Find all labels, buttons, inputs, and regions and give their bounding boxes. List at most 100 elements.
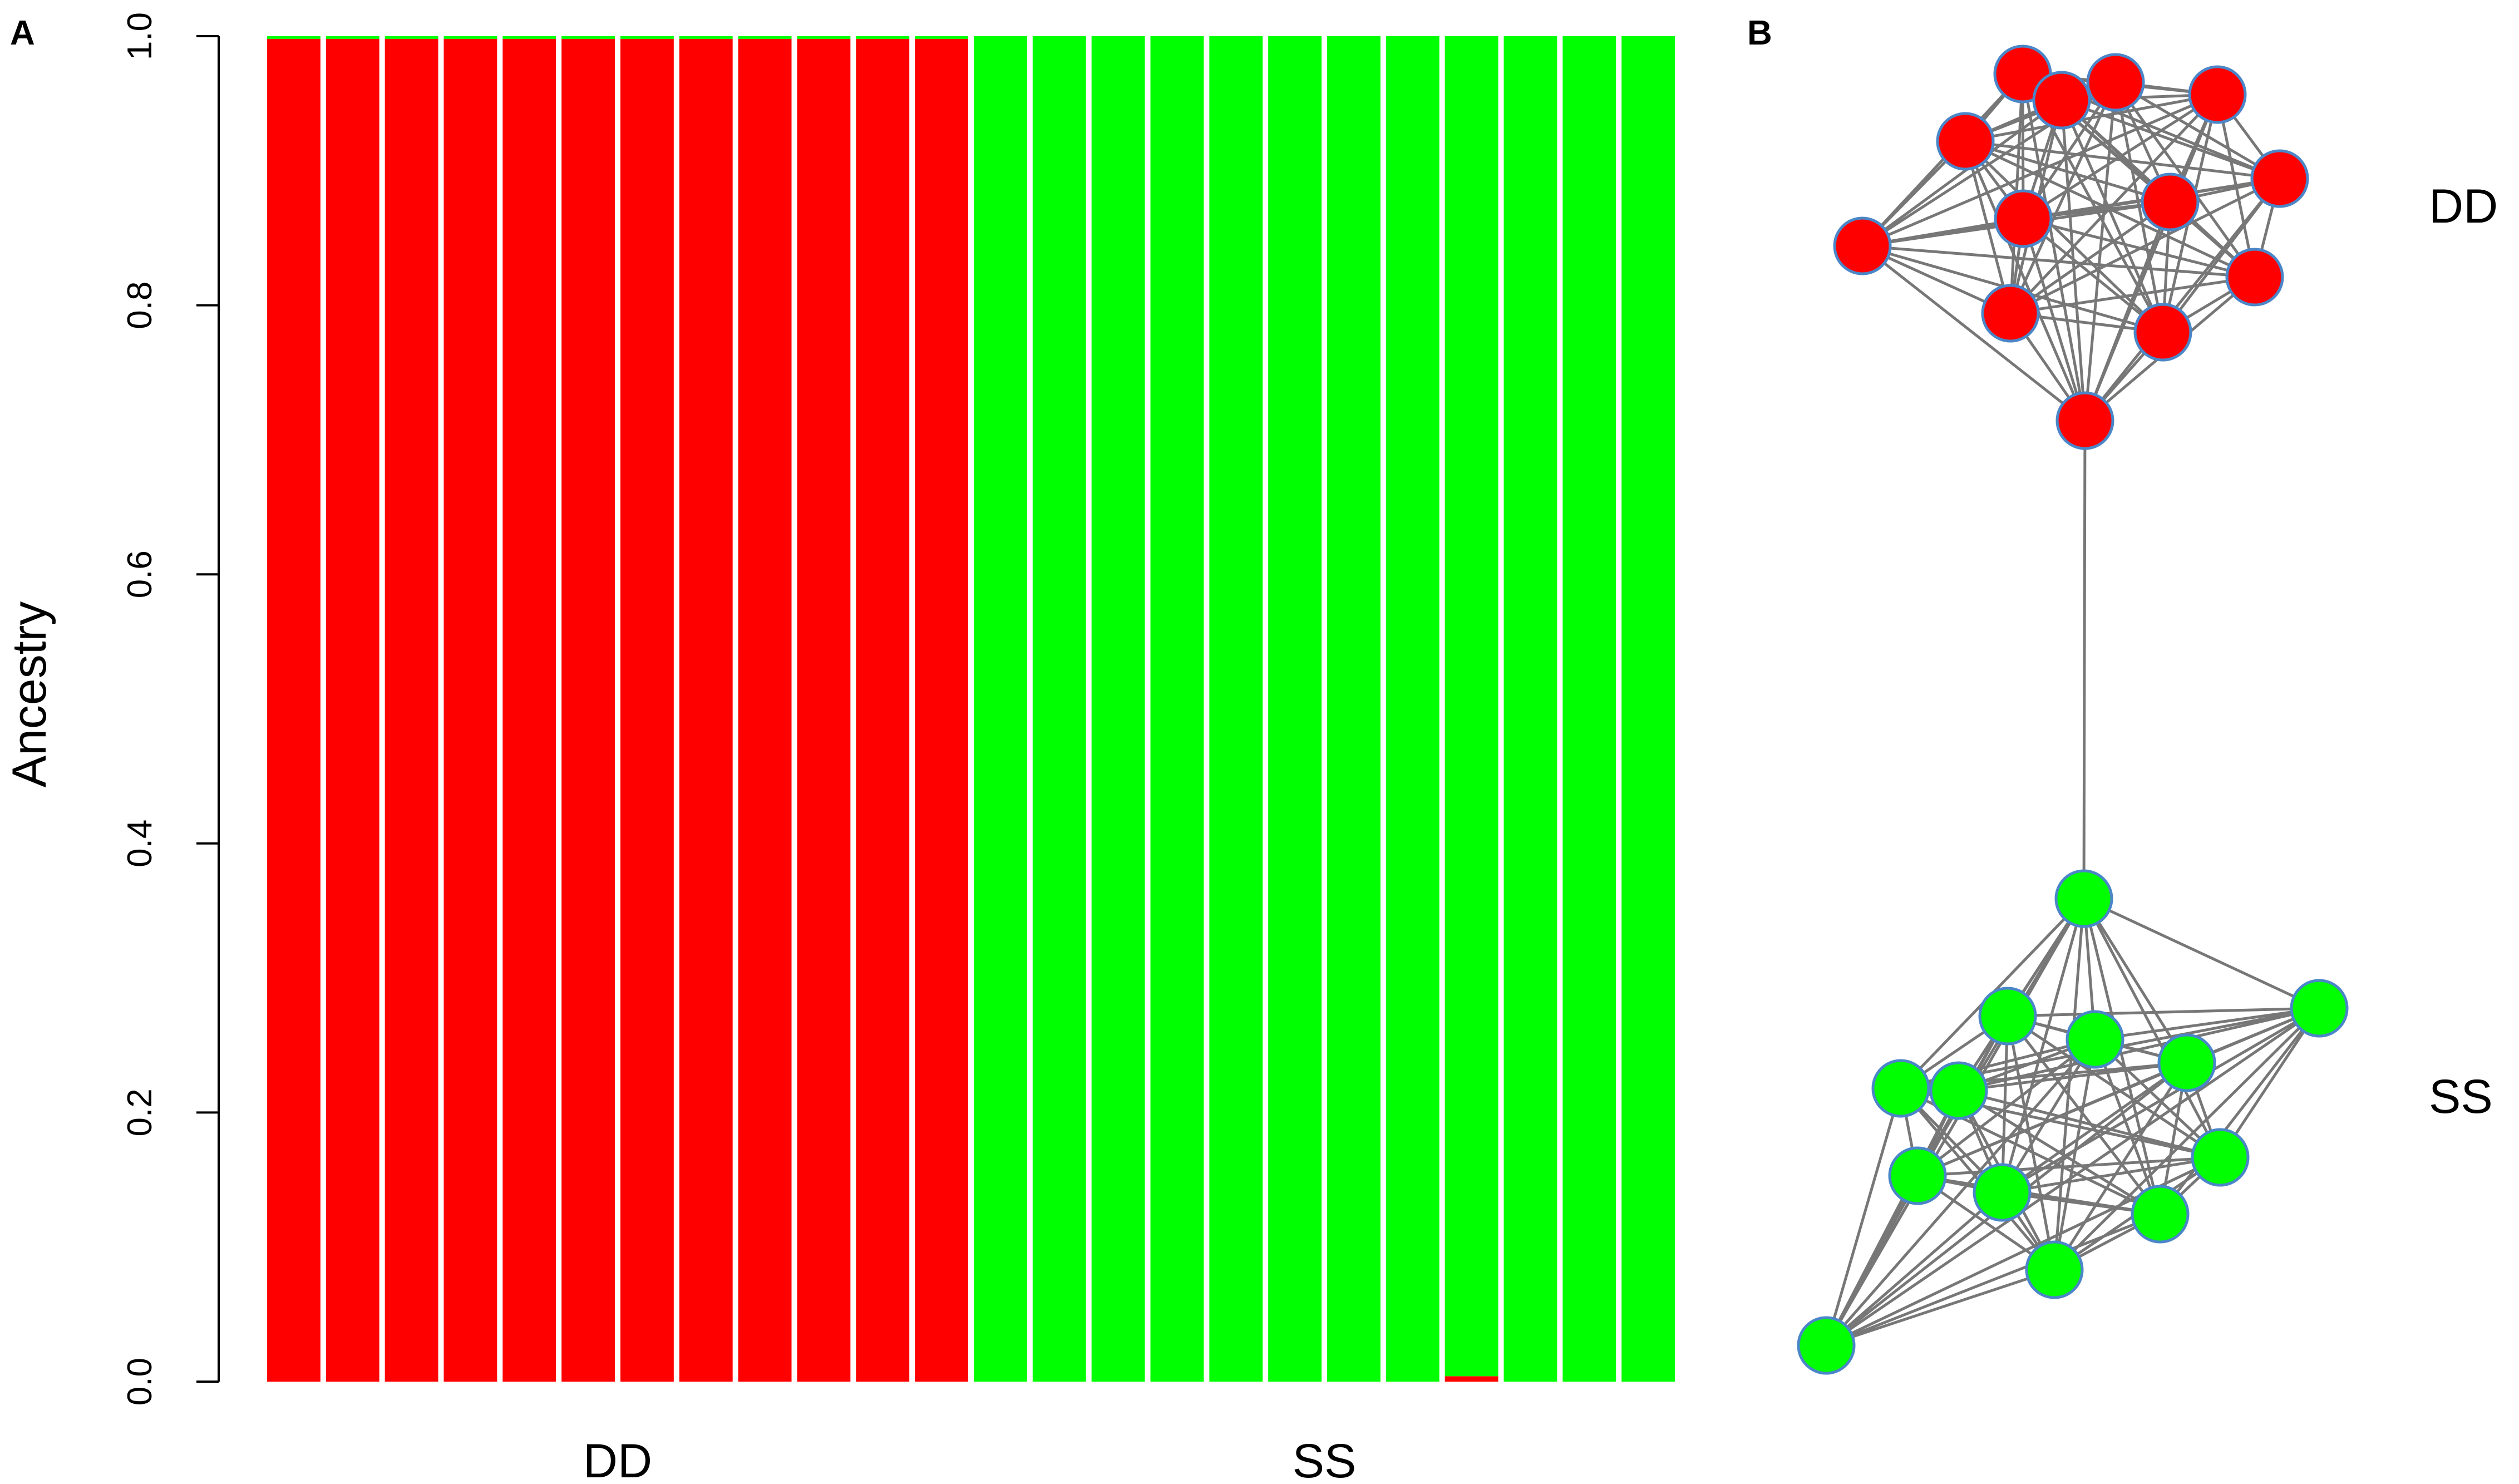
node-ss-0 — [2054, 869, 2113, 928]
edge-g1-1-9 — [2007, 1015, 2161, 1215]
bar-2-cluster-2 — [384, 36, 438, 39]
edge-g0-6-11 — [2084, 178, 2281, 422]
node-dd-1 — [2086, 53, 2145, 112]
bar-0-cluster-1 — [267, 38, 321, 1382]
bar-6-cluster-1 — [620, 38, 674, 1382]
x-group-label-ss: SS — [1293, 1434, 1357, 1484]
edge-g1-1-7 — [2000, 1015, 2009, 1193]
bar-7-cluster-2 — [679, 36, 733, 39]
y-tick-label-1: 0.2 — [121, 1088, 159, 1136]
node-ss-10 — [2025, 1240, 2084, 1299]
edge-g1-11-12 — [1825, 1089, 1960, 1347]
node-ss-9 — [2131, 1185, 2190, 1244]
bar-20-cluster-2 — [1445, 36, 1498, 1377]
edge-g1-2-10 — [2053, 1039, 2097, 1270]
node-dd-12 — [2032, 71, 2091, 130]
edge-g1-7-8 — [2002, 1156, 2221, 1194]
bar-5-cluster-2 — [561, 36, 615, 39]
bar-20-cluster-1 — [1445, 1376, 1498, 1382]
node-ss-6 — [1888, 1146, 1947, 1205]
edge-g1-1-4 — [2007, 1007, 2320, 1018]
edge-g1-0-4 — [2083, 897, 2320, 1010]
edge-g1-2-9 — [2093, 1039, 2162, 1215]
edge-g1-5-11 — [1825, 1088, 1902, 1346]
edge-g1-4-10 — [2053, 1007, 2320, 1271]
edge-g1-0-3 — [2082, 898, 2188, 1064]
edge-g1-4-8 — [2219, 1007, 2321, 1158]
bar-15-cluster-2 — [1150, 36, 1204, 1382]
y-tick-label-2: 0.4 — [121, 820, 159, 867]
y-tick-label-4: 0.8 — [121, 281, 159, 329]
bar-6-cluster-2 — [620, 36, 674, 39]
edge-g1-4-12 — [1958, 1007, 2320, 1092]
edge-g0-3-11 — [1964, 141, 2087, 421]
node-dd-3 — [1936, 112, 1995, 171]
node-ss-7 — [1973, 1163, 2032, 1222]
node-ss-12 — [1929, 1061, 1988, 1120]
bar-0-cluster-2 — [267, 36, 321, 39]
bar-23-cluster-2 — [1621, 36, 1675, 1382]
edge-g1-2-4 — [2094, 1007, 2320, 1041]
panel-a-letter: A — [10, 14, 35, 52]
node-ss-4 — [2290, 979, 2349, 1038]
node-dd-8 — [1981, 284, 2040, 343]
edge-g0-7-11 — [1861, 245, 2086, 422]
bar-10-cluster-1 — [856, 38, 910, 1382]
y-tick-label-5: 1.0 — [121, 12, 159, 60]
network-group-labels: DD SS — [2429, 180, 2498, 1123]
edge-g1-0-8 — [2082, 898, 2222, 1158]
bar-8-cluster-1 — [738, 38, 792, 1382]
node-dd-5 — [2141, 172, 2200, 231]
bar-19-cluster-2 — [1386, 36, 1440, 1382]
edge-g1-2-7 — [2000, 1038, 2097, 1194]
edge-g1-0-11 — [1825, 898, 2086, 1347]
edge-g0-1-8 — [2009, 81, 2117, 314]
y-axis: 0.0 0.2 0.4 0.6 0.8 1.0 — [121, 12, 220, 1406]
bar-18-cluster-2 — [1327, 36, 1381, 1382]
edge-g1-3-12 — [1958, 1061, 2187, 1092]
bar-13-cluster-2 — [1032, 36, 1086, 1382]
bar-5-cluster-1 — [561, 38, 615, 1382]
edge-g1-7-11 — [1825, 1191, 2003, 1347]
bridge-edge — [2082, 420, 2087, 899]
bar-3-cluster-2 — [443, 36, 497, 39]
bar-8-cluster-2 — [738, 36, 792, 39]
x-group-labels: DD SS — [583, 1434, 1356, 1484]
bar-2-cluster-1 — [384, 38, 438, 1382]
node-dd-10 — [2225, 248, 2284, 307]
edge-g0-2-3 — [1965, 93, 2218, 143]
bar-16-cluster-2 — [1209, 36, 1263, 1382]
edge-g0-5-11 — [2083, 201, 2172, 421]
panel-b-letter: B — [1747, 14, 1772, 52]
ancestry-bars — [267, 36, 1675, 1382]
edge-g0-9-12 — [2060, 99, 2165, 333]
edge-g0-7-10 — [1862, 244, 2255, 279]
node-ss-1 — [1978, 987, 2037, 1046]
edge-g1-6-8 — [1917, 1156, 2221, 1177]
node-ss-8 — [2191, 1128, 2250, 1187]
node-dd-2 — [2188, 65, 2247, 124]
edge-g0-7-12 — [1861, 98, 2063, 248]
edge-g1-9-11 — [1826, 1212, 2161, 1347]
network-label-dd: DD — [2429, 180, 2498, 233]
x-group-label-dd: DD — [583, 1434, 652, 1484]
node-ss-5 — [1871, 1059, 1930, 1118]
y-axis-label: Ancestry — [3, 602, 56, 788]
edge-g0-8-10 — [2010, 275, 2255, 315]
node-ss-2 — [2066, 1010, 2124, 1069]
panel-a: A Ancestry 0.0 0.2 0.4 0.6 0.8 1.0 DD SS — [3, 12, 1675, 1484]
network-label-ss: SS — [2429, 1070, 2493, 1123]
node-ss-11 — [1797, 1316, 1856, 1375]
edge-g1-9-12 — [1958, 1089, 2161, 1216]
bar-10-cluster-2 — [856, 36, 910, 39]
edge-g0-6-8 — [2009, 177, 2281, 315]
node-dd-7 — [1833, 216, 1892, 275]
bar-22-cluster-2 — [1562, 36, 1616, 1382]
node-dd-9 — [2133, 303, 2192, 362]
network-nodes — [1797, 45, 2349, 1375]
bar-7-cluster-1 — [679, 38, 733, 1382]
bar-4-cluster-1 — [502, 38, 556, 1382]
bar-3-cluster-1 — [443, 38, 497, 1382]
edge-g0-3-6 — [1965, 140, 2280, 180]
